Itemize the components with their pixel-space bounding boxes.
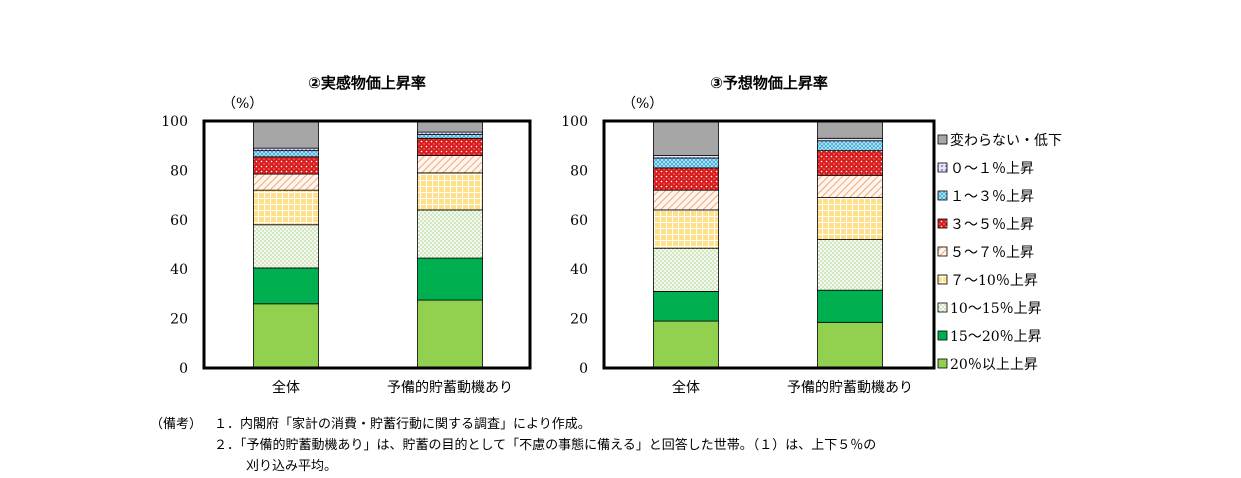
legend-item: １～３％上昇 <box>937 189 1034 205</box>
legend-label: 10～15％上昇 <box>950 301 1042 317</box>
bar-segment <box>253 173 319 191</box>
y-axis-unit-label: （%） <box>622 96 663 112</box>
legend-label: １～３％上昇 <box>950 189 1034 205</box>
bar-segment <box>653 209 719 249</box>
legend-swatch <box>937 218 948 229</box>
y-tick-label: 100 <box>161 114 188 130</box>
legend-swatch <box>937 302 948 313</box>
bar-segment <box>653 167 719 191</box>
note-line-3: 刈り込み平均。 <box>246 459 338 474</box>
x-category-label: 予備的貯蓄動機あり <box>387 380 513 396</box>
legend-label: 15～20％上昇 <box>950 329 1042 345</box>
legend-label: ０～１％上昇 <box>950 161 1034 177</box>
bar-segment <box>653 320 719 369</box>
chart-panel-1: ②実感物価上昇率 （%） 0 20 40 60 80 100 全体 予備的貯蓄動機あり <box>161 74 532 396</box>
legend-item: ７～10％上昇 <box>937 273 1038 289</box>
bar-segment <box>417 172 483 211</box>
legend-swatch <box>937 274 948 285</box>
x-category-label: 全体 <box>272 379 300 396</box>
note-line-1: １．内閣府「家計の消費・貯蓄行動に関する調査」により作成。 <box>214 417 591 432</box>
legend-item: ５～７％上昇 <box>937 245 1034 261</box>
bar-segment <box>817 140 883 152</box>
y-tick-label: 40 <box>170 262 188 278</box>
bar-segment <box>253 189 319 226</box>
bar-segment <box>817 150 883 176</box>
bar-segment <box>417 120 483 133</box>
bar-segment <box>417 299 483 369</box>
legend-swatch <box>937 162 948 173</box>
y-tick-label: 0 <box>579 361 588 377</box>
bar-segment <box>817 289 883 323</box>
legend-label: ５～７％上昇 <box>950 245 1034 261</box>
legend-item: 15～20％上昇 <box>937 329 1042 345</box>
y-tick-label: 60 <box>570 213 588 229</box>
bar-segment <box>817 239 883 291</box>
plot-frame <box>202 119 532 370</box>
x-category-label: 予備的貯蓄動機あり <box>787 380 913 396</box>
bar-segment <box>417 134 483 139</box>
bar-segment <box>817 321 883 369</box>
legend-item: 20％以上上昇 <box>937 357 1038 373</box>
legend-label: ３～５％上昇 <box>950 217 1034 233</box>
x-category-label: 全体 <box>672 379 700 396</box>
y-tick-label: 40 <box>570 262 588 278</box>
y-tick-label: 100 <box>561 114 588 130</box>
legend-swatch <box>937 330 948 341</box>
bar-segment <box>417 137 483 156</box>
legend-swatch <box>937 246 948 257</box>
y-tick-label: 80 <box>570 163 588 179</box>
bar-segment <box>253 150 319 158</box>
legend: 変わらない・低下 ０～１％上昇 １～３％上昇 ３～５％上昇 ５～７％上昇 ７～10％上昇 1… <box>937 132 1062 373</box>
y-tick-label: 20 <box>170 312 188 328</box>
legend-swatch <box>937 190 948 201</box>
chart-title: ②実感物価上昇率 <box>308 74 426 92</box>
notes-label: （備考） <box>150 417 203 432</box>
bar-segment <box>653 189 719 211</box>
y-tick-label: 80 <box>170 163 188 179</box>
bar-segment <box>253 156 319 175</box>
legend-swatch <box>937 134 948 145</box>
bar-segment <box>817 197 883 240</box>
chart-panel-2: ③予想物価上昇率 （%） 0 20 40 60 80 100 全体 予備的貯蓄動機あり <box>561 74 936 396</box>
legend-item: ０～１％上昇 <box>937 161 1034 177</box>
bar-segment <box>653 291 719 322</box>
bar-segment <box>653 120 719 156</box>
bar-segment <box>253 303 319 369</box>
bar-segment <box>253 224 319 269</box>
legend-item: ３～５％上昇 <box>937 217 1034 233</box>
legend-item: 変わらない・低下 <box>937 132 1062 149</box>
y-tick-label: 0 <box>179 361 188 377</box>
bar-segment <box>253 267 319 305</box>
bar-segment <box>417 209 483 259</box>
bar-segment <box>817 174 883 198</box>
bar-segment <box>253 120 319 149</box>
y-axis-unit-label: （%） <box>222 96 263 112</box>
bar-segment <box>653 157 719 169</box>
bar-segment <box>417 257 483 301</box>
bar-segment <box>417 155 483 174</box>
note-line-2: ２．「予備的貯蓄動機あり」は、貯蓄の目的として「不慮の事態に備える」と回答した世… <box>214 438 877 453</box>
y-tick-label: 20 <box>570 312 588 328</box>
bar-segment <box>653 247 719 292</box>
bar-segment <box>817 120 883 139</box>
legend-item: 10～15％上昇 <box>937 301 1042 317</box>
legend-label: 20％以上上昇 <box>950 357 1038 373</box>
legend-label: ７～10％上昇 <box>950 273 1038 289</box>
legend-label: 変わらない・低下 <box>950 132 1062 149</box>
chart-title: ③予想物価上昇率 <box>710 74 828 92</box>
legend-swatch <box>937 358 948 369</box>
y-tick-label: 60 <box>170 213 188 229</box>
plot-frame <box>602 119 936 370</box>
